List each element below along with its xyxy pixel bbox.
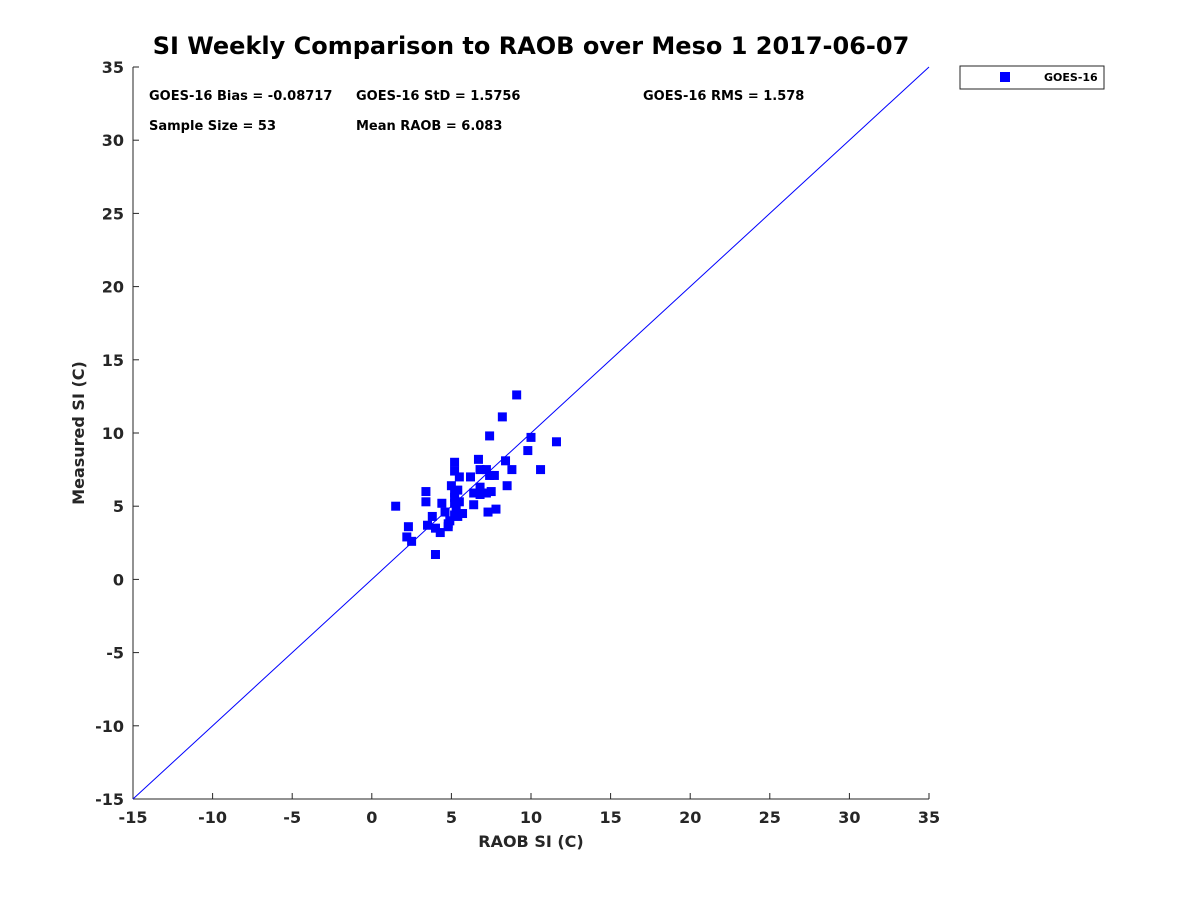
x-tick-label: 15 xyxy=(599,808,621,827)
data-point xyxy=(486,487,496,497)
data-point xyxy=(466,472,476,482)
mean-raob-annotation: Mean RAOB = 6.083 xyxy=(356,119,502,134)
data-point xyxy=(523,446,533,456)
data-point xyxy=(443,522,453,532)
data-point xyxy=(454,472,464,482)
std-annotation: GOES-16 StD = 1.5756 xyxy=(356,89,520,104)
x-tick-label: 10 xyxy=(520,808,542,827)
legend-label-goes16: GOES-16 xyxy=(1044,71,1098,84)
data-point xyxy=(475,465,485,475)
data-point xyxy=(402,532,412,542)
data-point xyxy=(481,488,491,498)
data-point xyxy=(551,437,561,447)
x-tick-label: 35 xyxy=(918,808,940,827)
data-point xyxy=(502,481,512,491)
data-point xyxy=(435,528,445,538)
data-point xyxy=(458,509,468,519)
x-axis-label: RAOB SI (C) xyxy=(478,832,583,851)
data-point xyxy=(440,507,450,517)
data-point xyxy=(403,522,413,532)
data-point xyxy=(507,465,517,475)
data-point xyxy=(497,412,507,422)
data-point xyxy=(501,456,511,466)
data-point xyxy=(473,454,483,464)
data-point xyxy=(454,497,464,507)
y-tick-label: 0 xyxy=(113,570,124,589)
data-point xyxy=(445,516,455,526)
x-tick-label: 25 xyxy=(759,808,781,827)
data-point xyxy=(469,500,479,510)
data-point xyxy=(475,482,485,492)
x-tick-label: 20 xyxy=(679,808,701,827)
legend: GOES-16 xyxy=(959,65,1105,90)
data-point xyxy=(469,488,479,498)
data-point xyxy=(491,504,501,514)
data-point xyxy=(407,536,417,546)
x-tick-label: -5 xyxy=(283,808,301,827)
legend-box xyxy=(959,65,1105,90)
y-tick-label: 20 xyxy=(102,278,124,297)
sample-size-annotation: Sample Size = 53 xyxy=(149,119,276,134)
data-point xyxy=(453,485,463,495)
data-point xyxy=(430,523,440,533)
data-point xyxy=(536,465,546,475)
y-tick-label: 30 xyxy=(102,131,124,150)
data-point xyxy=(421,487,431,497)
data-point xyxy=(453,511,463,521)
data-point xyxy=(483,507,493,517)
data-point xyxy=(430,550,440,560)
x-tick-label: 5 xyxy=(446,808,457,827)
data-point xyxy=(485,431,495,441)
y-tick-label: 25 xyxy=(102,204,124,223)
rms-annotation: GOES-16 RMS = 1.578 xyxy=(643,89,804,104)
chart-title: SI Weekly Comparison to RAOB over Meso 1… xyxy=(153,32,910,60)
x-tick-label: -15 xyxy=(119,808,148,827)
x-tick-label: -10 xyxy=(198,808,227,827)
y-tick-label: -10 xyxy=(95,717,124,736)
data-point xyxy=(485,470,495,480)
data-point xyxy=(475,489,485,499)
data-point xyxy=(451,503,461,513)
y-axis-label: Measured SI (C) xyxy=(69,361,88,505)
data-point xyxy=(512,390,522,400)
legend-marker-square xyxy=(1000,72,1010,82)
x-tick-label: 0 xyxy=(366,808,377,827)
y-tick-label: -15 xyxy=(95,790,124,809)
data-point xyxy=(481,465,491,475)
data-point xyxy=(421,497,431,507)
data-point xyxy=(450,466,460,476)
y-tick-label: 15 xyxy=(102,351,124,370)
data-point xyxy=(446,481,456,491)
data-point xyxy=(437,498,447,508)
y-tick-label: 10 xyxy=(102,424,124,443)
bias-annotation: GOES-16 Bias = -0.08717 xyxy=(149,89,332,104)
stats-annotations: GOES-16 Bias = -0.08717 GOES-16 StD = 1.… xyxy=(149,89,804,134)
y-tick-label: 5 xyxy=(113,497,124,516)
scatter-points-goes16 xyxy=(391,390,561,560)
data-point xyxy=(450,492,460,502)
data-point xyxy=(427,511,437,521)
x-tick-label: 30 xyxy=(838,808,860,827)
data-point xyxy=(423,520,433,530)
data-point xyxy=(391,501,401,511)
data-point xyxy=(526,432,536,442)
data-point xyxy=(489,470,499,480)
data-point xyxy=(450,457,460,467)
y-tick-label: -5 xyxy=(106,644,124,663)
y-tick-label: 35 xyxy=(102,58,124,77)
axis-ticks: -15 -10 -5 0 5 10 15 20 25 30 35 -15 -10 -5 0 5 10 15 20 25… xyxy=(95,58,940,827)
